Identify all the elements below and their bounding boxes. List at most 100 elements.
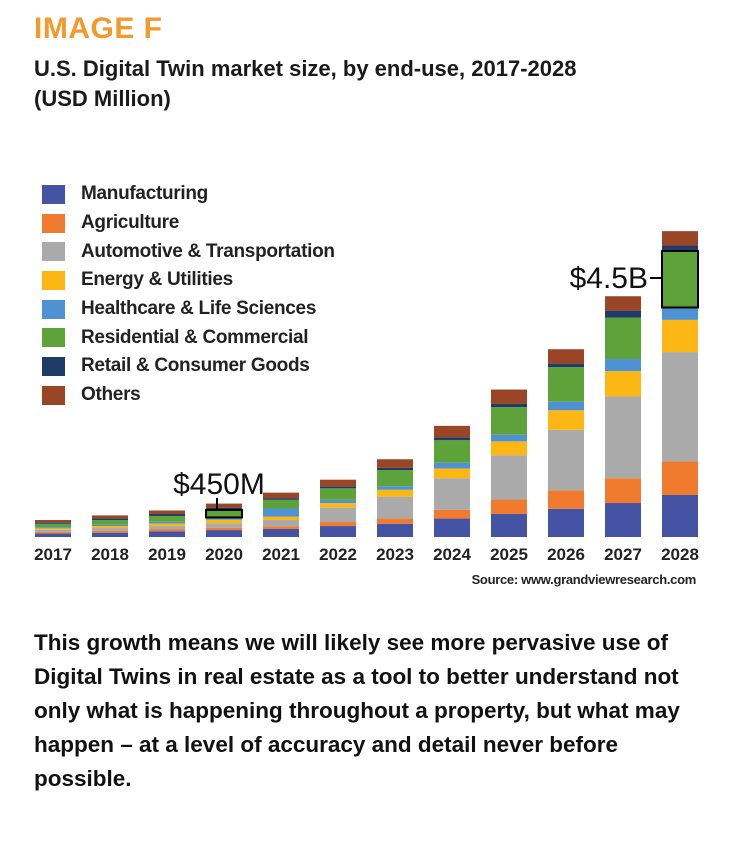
stacked-bar-chart: 2017 2018 2019 2020 2021 2022 2023 2024 2025 2026… xyxy=(34,231,699,564)
bar-segment xyxy=(263,516,299,521)
bar-segment xyxy=(548,363,584,368)
bar-segment xyxy=(263,492,299,499)
legend-label: Energy & Utilities xyxy=(81,269,233,291)
bar-segment xyxy=(662,319,698,353)
bar-segment xyxy=(92,526,128,529)
annotation-box xyxy=(205,508,243,519)
bar-segment xyxy=(263,508,299,517)
bar-segment xyxy=(491,499,527,514)
legend-swatch xyxy=(42,242,65,262)
image-label: IMAGE F xyxy=(34,12,163,45)
x-tick-label: 2020 xyxy=(205,545,243,564)
bar-segment xyxy=(149,523,185,527)
bar-segment xyxy=(320,499,356,504)
bar-segment xyxy=(35,523,71,528)
legend-swatch xyxy=(42,299,65,319)
bar-segment xyxy=(491,441,527,456)
x-tick-label: 2028 xyxy=(661,545,699,564)
legend-item: Others xyxy=(42,381,335,410)
bar-segment xyxy=(434,425,470,438)
legend-item: Residential & Commercial xyxy=(42,323,335,352)
chart-legend: Manufacturing Agriculture Automotive & T… xyxy=(42,180,335,410)
bar-segment xyxy=(434,440,470,463)
bar-segment xyxy=(320,488,356,500)
bar-segment xyxy=(320,526,356,537)
bar-segment xyxy=(35,529,71,533)
bar-segment xyxy=(377,486,413,490)
bar-segment xyxy=(92,518,128,521)
bar-segment xyxy=(92,530,128,533)
bar-segment xyxy=(92,528,128,531)
legend-label: Manufacturing xyxy=(81,183,208,205)
bar-segment xyxy=(491,407,527,435)
bar-segment xyxy=(92,520,128,525)
bar-segment xyxy=(377,459,413,468)
bar-segment xyxy=(35,532,71,534)
bar-segment xyxy=(662,251,698,308)
bar-segment xyxy=(149,513,185,516)
bar-segment xyxy=(662,307,698,320)
bar-segment xyxy=(35,520,71,523)
bar-segment xyxy=(35,522,71,524)
bar-segment xyxy=(320,522,356,527)
bar-segment xyxy=(548,367,584,402)
chart-title: U.S. Digital Twin market size, by end-us… xyxy=(34,56,577,111)
bar-segment xyxy=(206,530,242,537)
legend-label: Others xyxy=(81,384,141,406)
bar-segment xyxy=(263,526,299,529)
bar-segment xyxy=(263,498,299,500)
bar-segment xyxy=(434,468,470,479)
legend-swatch xyxy=(42,213,65,233)
bar-segment xyxy=(35,527,71,529)
bar-segment xyxy=(662,352,698,462)
bar-segment xyxy=(263,520,299,527)
x-tick-label: 2024 xyxy=(433,545,471,564)
bar-segment xyxy=(149,510,185,514)
x-tick-label: 2027 xyxy=(604,545,642,564)
bar-segment xyxy=(377,496,413,519)
bar-segment xyxy=(605,310,641,318)
annotation-box xyxy=(661,250,699,309)
bar-segment xyxy=(434,478,470,510)
bar-segment xyxy=(320,479,356,487)
bar-segment xyxy=(206,503,242,508)
body-paragraph: This growth means we will likely see mor… xyxy=(34,630,680,791)
bar-segment xyxy=(491,513,527,537)
bar-segment xyxy=(377,523,413,537)
x-tick-label: 2026 xyxy=(547,545,585,564)
bar-segment xyxy=(263,499,299,509)
bar-segment xyxy=(605,296,641,311)
bar-segment xyxy=(662,231,698,246)
bar-segment xyxy=(548,508,584,537)
bar-segment xyxy=(377,470,413,487)
bar-segment xyxy=(605,396,641,479)
bar-segment xyxy=(434,437,470,441)
legend-item: Automotive & Transportation xyxy=(42,237,335,266)
bar-segment xyxy=(206,507,242,510)
annotation-label: $4.5B xyxy=(570,262,648,295)
bar-segment xyxy=(149,531,185,537)
bar-segment xyxy=(605,359,641,372)
bar-segment xyxy=(491,434,527,442)
bar-segment xyxy=(548,349,584,364)
bar-segment xyxy=(263,528,299,537)
bar-segment xyxy=(206,517,242,520)
x-tick-label: 2021 xyxy=(262,545,300,564)
bar-segment xyxy=(662,494,698,537)
annotation-label: $450M xyxy=(173,468,265,501)
legend-swatch xyxy=(42,270,65,290)
bar-segment xyxy=(92,532,128,537)
bar-segment xyxy=(548,490,584,509)
x-tick-label: 2023 xyxy=(376,545,414,564)
bar-segment xyxy=(605,503,641,537)
x-tick-label: 2019 xyxy=(148,545,186,564)
bar-segment xyxy=(35,528,71,530)
bar-segment xyxy=(92,524,128,527)
legend-label: Healthcare & Life Sciences xyxy=(81,298,317,320)
bar-segment xyxy=(35,533,71,537)
bar-segment xyxy=(206,519,242,524)
legend-swatch xyxy=(42,385,65,405)
bar-segment xyxy=(434,518,470,537)
x-tick-label: 2018 xyxy=(91,545,129,564)
bar-segment xyxy=(320,503,356,508)
